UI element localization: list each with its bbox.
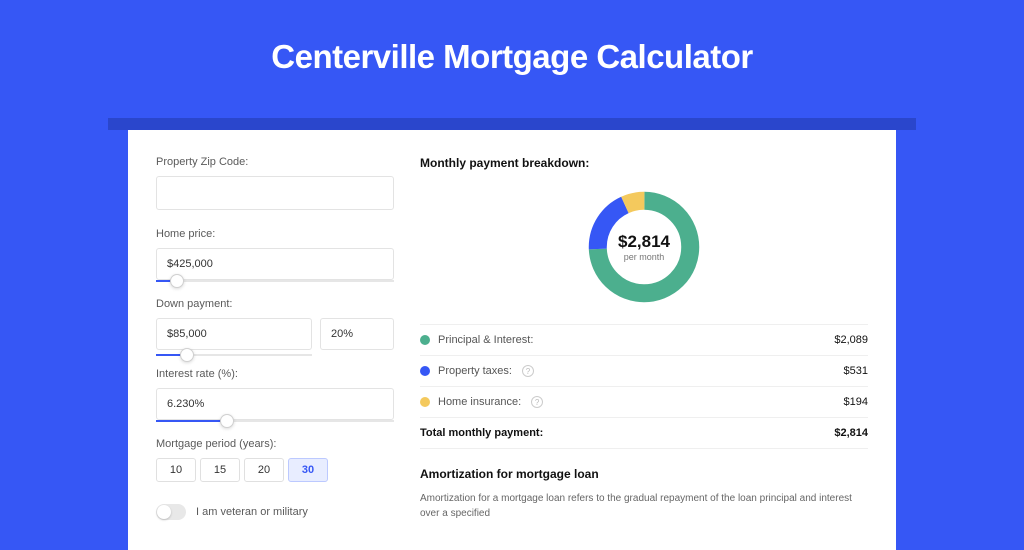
amortization-text: Amortization for a mortgage loan refers … bbox=[420, 491, 868, 521]
interest-slider-fill bbox=[156, 420, 227, 422]
down-payment-slider-thumb[interactable] bbox=[180, 348, 194, 362]
legend-total-label: Total monthly payment: bbox=[420, 427, 543, 439]
home-price-field bbox=[156, 248, 394, 280]
amortization-section: Amortization for mortgage loan Amortizat… bbox=[420, 467, 868, 521]
legend-value: $531 bbox=[844, 365, 868, 377]
interest-label: Interest rate (%): bbox=[156, 368, 394, 380]
down-payment-pct-input[interactable] bbox=[320, 318, 394, 350]
interest-slider-thumb[interactable] bbox=[220, 414, 234, 428]
veteran-toggle[interactable] bbox=[156, 504, 186, 520]
legend-row: Property taxes: ? $531 bbox=[420, 356, 868, 387]
period-option-20[interactable]: 20 bbox=[244, 458, 284, 482]
legend-row: Home insurance: ? $194 bbox=[420, 387, 868, 418]
zip-input[interactable] bbox=[156, 176, 394, 210]
legend: Principal & Interest: $2,089Property tax… bbox=[420, 324, 868, 449]
down-payment-slider[interactable] bbox=[156, 354, 312, 356]
info-icon[interactable]: ? bbox=[531, 396, 543, 408]
amortization-title: Amortization for mortgage loan bbox=[420, 467, 868, 481]
donut-center: $2,814 per month bbox=[583, 186, 705, 308]
period-option-15[interactable]: 15 bbox=[200, 458, 240, 482]
interest-field bbox=[156, 388, 394, 420]
page-title: Centerville Mortgage Calculator bbox=[0, 0, 1024, 76]
period-option-10[interactable]: 10 bbox=[156, 458, 196, 482]
legend-dot bbox=[420, 366, 430, 376]
home-price-label: Home price: bbox=[156, 228, 394, 240]
legend-dot bbox=[420, 397, 430, 407]
veteran-row: I am veteran or military bbox=[156, 504, 394, 520]
header-shadow bbox=[108, 118, 916, 130]
down-payment-wrap bbox=[156, 318, 394, 350]
donut-amount: $2,814 bbox=[618, 232, 670, 252]
down-payment-amount-input[interactable] bbox=[156, 318, 312, 350]
zip-label: Property Zip Code: bbox=[156, 156, 394, 168]
legend-label: Principal & Interest: bbox=[438, 334, 533, 346]
breakdown-panel: Monthly payment breakdown: $2,814 per mo… bbox=[420, 156, 868, 550]
calculator-card: Property Zip Code: Home price: Down paym… bbox=[128, 130, 896, 550]
donut-chart-wrap: $2,814 per month bbox=[420, 176, 868, 324]
down-payment-label: Down payment: bbox=[156, 298, 394, 310]
donut-chart: $2,814 per month bbox=[583, 186, 705, 308]
donut-sub: per month bbox=[624, 252, 665, 262]
legend-row: Principal & Interest: $2,089 bbox=[420, 325, 868, 356]
form-panel: Property Zip Code: Home price: Down paym… bbox=[156, 156, 394, 550]
interest-slider[interactable] bbox=[156, 420, 394, 422]
home-price-slider[interactable] bbox=[156, 280, 394, 282]
legend-total-value: $2,814 bbox=[834, 427, 868, 439]
info-icon[interactable]: ? bbox=[522, 365, 534, 377]
home-price-slider-thumb[interactable] bbox=[170, 274, 184, 288]
period-option-30[interactable]: 30 bbox=[288, 458, 328, 482]
legend-value: $194 bbox=[844, 396, 868, 408]
legend-label: Property taxes: bbox=[438, 365, 512, 377]
veteran-label: I am veteran or military bbox=[196, 506, 308, 518]
period-options: 10152030 bbox=[156, 458, 394, 482]
interest-input[interactable] bbox=[156, 388, 394, 420]
zip-field-wrap bbox=[156, 176, 394, 210]
breakdown-title: Monthly payment breakdown: bbox=[420, 156, 868, 170]
period-label: Mortgage period (years): bbox=[156, 438, 394, 450]
legend-dot bbox=[420, 335, 430, 345]
legend-label: Home insurance: bbox=[438, 396, 521, 408]
legend-total-row: Total monthly payment: $2,814 bbox=[420, 418, 868, 449]
home-price-input[interactable] bbox=[156, 248, 394, 280]
legend-value: $2,089 bbox=[834, 334, 868, 346]
